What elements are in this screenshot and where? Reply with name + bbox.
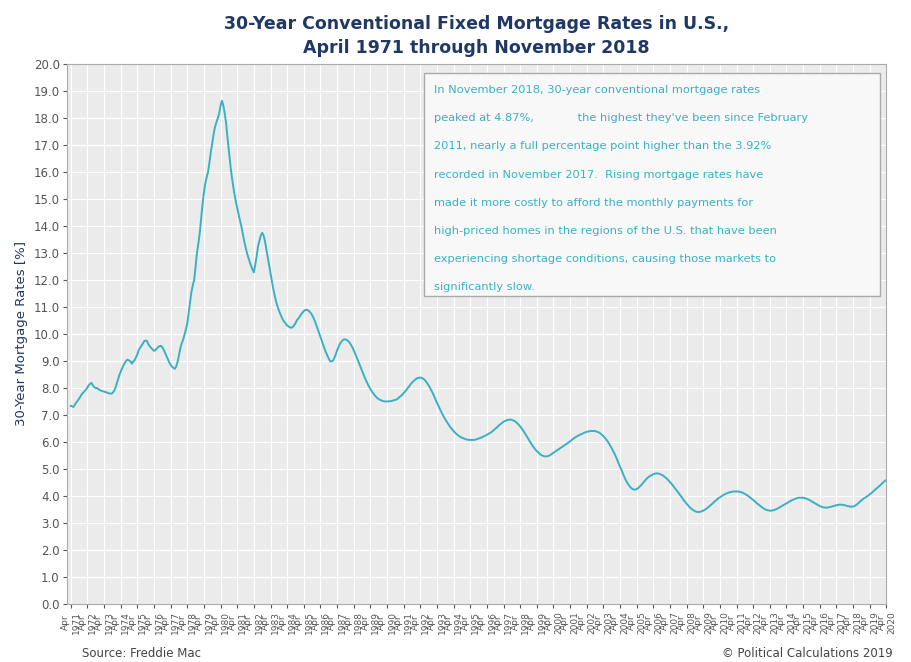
Text: 2011, nearly a full percentage point higher than the 3.92%: 2011, nearly a full percentage point hig… [434, 142, 771, 152]
Text: experiencing shortage conditions, causing those markets to: experiencing shortage conditions, causin… [434, 254, 776, 264]
Text: In November 2018, 30-year conventional mortgage rates: In November 2018, 30-year conventional m… [434, 85, 760, 95]
Text: made it more costly to afford the monthly payments for: made it more costly to afford the monthl… [434, 198, 752, 208]
Text: significantly slow.: significantly slow. [434, 282, 535, 292]
Text: peaked at 4.87%,: peaked at 4.87%, [434, 113, 534, 123]
Text: the highest they've been since February: the highest they've been since February [574, 113, 808, 123]
Text: high-priced homes in the regions of the U.S. that have been: high-priced homes in the regions of the … [434, 226, 776, 236]
Y-axis label: 30-Year Mortgage Rates [%]: 30-Year Mortgage Rates [%] [15, 241, 28, 426]
Title: 30-Year Conventional Fixed Mortgage Rates in U.S.,
April 1971 through November 2: 30-Year Conventional Fixed Mortgage Rate… [224, 15, 729, 56]
Text: Source: Freddie Mac: Source: Freddie Mac [82, 647, 201, 660]
Text: recorded in November 2017.  Rising mortgage rates have: recorded in November 2017. Rising mortga… [434, 169, 763, 179]
FancyBboxPatch shape [425, 73, 880, 296]
Text: © Political Calculations 2019: © Political Calculations 2019 [722, 647, 893, 660]
